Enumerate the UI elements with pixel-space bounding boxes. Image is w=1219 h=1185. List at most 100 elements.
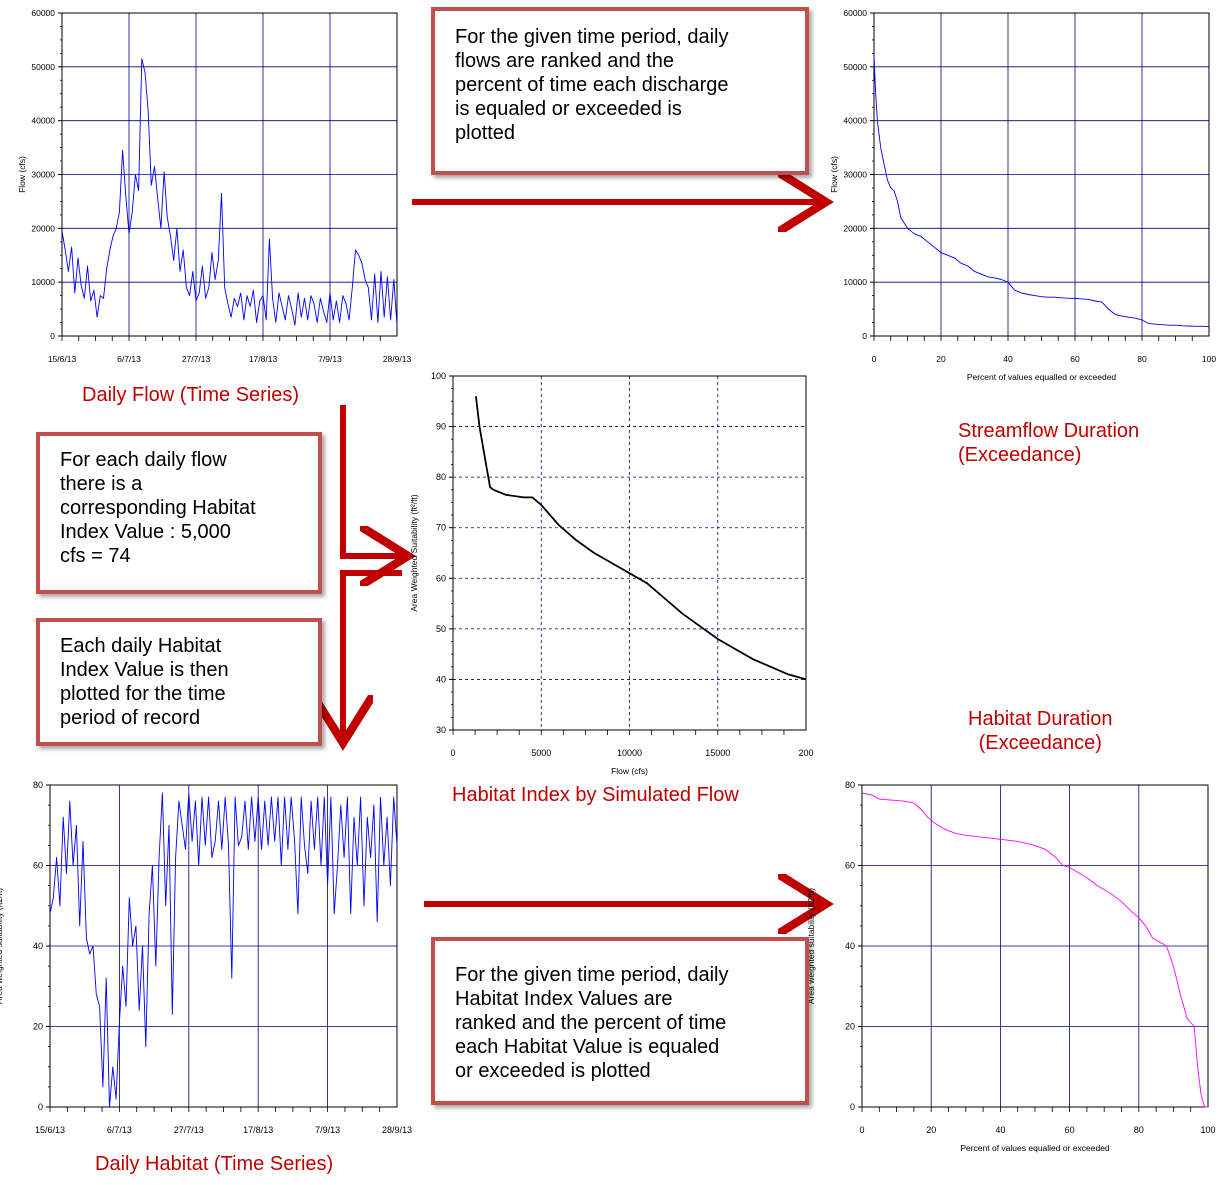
- x-tick-label: 6/7/13: [107, 1125, 132, 1135]
- x-tick-label: 5000: [531, 748, 551, 758]
- x-tick-label: 7/9/13: [318, 354, 342, 364]
- y-tick-label: 60: [845, 861, 855, 871]
- y-tick-label: 50000: [31, 62, 55, 72]
- x-tick-label: 0: [450, 748, 455, 758]
- y-tick-label: 30000: [31, 170, 55, 180]
- y-tick-label: 0: [862, 331, 867, 341]
- caption-habitat-duration: Habitat Duration (Exceedance): [968, 707, 1113, 755]
- y-tick-label: 40000: [31, 116, 55, 126]
- series-line: [475, 396, 807, 681]
- x-tick-label: 0: [859, 1125, 864, 1135]
- callout-line: or exceeded is plotted: [455, 1060, 651, 1082]
- caption-daily-habitat: Daily Habitat (Time Series): [95, 1153, 334, 1175]
- y-axis-label: Flow (cfs): [17, 156, 27, 193]
- callout-line: flows are ranked and the: [455, 50, 675, 72]
- callout-line: is equaled or exceeded is: [455, 98, 682, 120]
- y-tick-label: 20000: [843, 223, 867, 233]
- callout-line: For the given time period, daily: [455, 964, 729, 986]
- caption-streamflow-duration: Streamflow Duration (Exceedance): [958, 419, 1139, 467]
- y-axis-label: Area weighted suitability (ft2/ft): [806, 888, 816, 1004]
- caption-line: Streamflow Duration: [958, 420, 1140, 442]
- plot-frame: [452, 375, 807, 731]
- callout-line: Index Value : 5,000: [60, 521, 231, 543]
- x-tick-label: 15/6/13: [48, 354, 77, 364]
- plot-frame: [61, 12, 398, 337]
- callout-line: For the given time period, daily: [455, 26, 729, 48]
- x-tick-label: 15000: [705, 748, 730, 758]
- callout-line: corresponding Habitat: [60, 497, 256, 519]
- caption-daily-flow: Daily Flow (Time Series): [82, 384, 300, 406]
- callout-line: each Habitat Value is equaled: [455, 1036, 720, 1058]
- y-tick-label: 40: [33, 941, 43, 951]
- x-tick-label: 100: [1202, 354, 1216, 364]
- x-tick-label: 60: [1070, 354, 1080, 364]
- x-tick-label: 200: [798, 748, 813, 758]
- series-line: [49, 792, 398, 1108]
- caption-line: Habitat Duration: [968, 708, 1113, 730]
- x-axis-label: Percent of values equalled or exceeded: [967, 372, 1117, 382]
- x-tick-label: 27/7/13: [182, 354, 211, 364]
- chart-daily-habitat: 0 20 40 60 80 15/6/13 6/7/13 27/7/13 17/8/13 7/9/…: [0, 780, 412, 1135]
- callout-line: Index Value is then: [60, 659, 229, 681]
- arrow-to-habitat-index: [340, 405, 402, 556]
- callout-line: ranked and the percent of time: [455, 1012, 727, 1034]
- chart-daily-flow: 0 10000 20000 30000 40000 50000 60000 15/6/13 6/…: [17, 8, 411, 364]
- y-tick-label: 100: [431, 371, 446, 381]
- callout-line: For each daily flow: [60, 449, 227, 471]
- chart-habitat-duration: 0 20 40 60 80 0 20 40 60 80 100 Area weighted suita…: [806, 780, 1216, 1153]
- y-tick-label: 10000: [843, 277, 867, 287]
- x-tick-label: 20: [926, 1125, 936, 1135]
- y-tick-label: 60000: [31, 8, 55, 18]
- y-axis-label: Flow (cfs): [829, 156, 839, 193]
- callout-line: there is a: [60, 473, 143, 495]
- y-tick-label: 0: [50, 331, 55, 341]
- x-tick-label: 28/9/13: [383, 354, 412, 364]
- y-tick-label: 10000: [31, 277, 55, 287]
- y-tick-label: 80: [33, 780, 43, 790]
- y-tick-label: 90: [436, 422, 446, 432]
- y-tick-label: 50000: [843, 62, 867, 72]
- y-tick-label: 60: [33, 861, 43, 871]
- callout-line: Each daily Habitat: [60, 635, 222, 657]
- chart-habitat-index: 30 40 50 60 70 80 90 100 0 5000 10000 15000 200 Area …: [409, 371, 814, 776]
- y-tick-label: 0: [850, 1102, 855, 1112]
- callout-line: cfs = 74: [60, 545, 131, 567]
- y-tick-label: 70: [436, 523, 446, 533]
- x-tick-label: 20: [936, 354, 946, 364]
- x-tick-label: 15/6/13: [35, 1125, 65, 1135]
- callout-line: plotted for the time: [60, 683, 226, 705]
- y-tick-label: 20: [845, 1022, 855, 1032]
- callout-line: period of record: [60, 707, 201, 729]
- x-axis-label: Flow (cfs): [611, 766, 648, 776]
- x-tick-label: 6/7/13: [117, 354, 141, 364]
- callout-line: plotted: [455, 122, 516, 144]
- x-tick-label: 0: [872, 354, 877, 364]
- y-axis-label: Area weighted suitability (ft2/ft): [0, 888, 4, 1004]
- y-tick-label: 30000: [843, 170, 867, 180]
- x-tick-label: 40: [995, 1125, 1005, 1135]
- x-tick-label: 28/9/13: [382, 1125, 412, 1135]
- x-tick-label: 60: [1065, 1125, 1075, 1135]
- y-tick-label: 30: [436, 725, 446, 735]
- y-axis-label: Area Weighted Suitability (ft²/ft): [409, 494, 419, 612]
- series-line: [873, 56, 1210, 328]
- x-tick-label: 10000: [617, 748, 642, 758]
- x-axis-label: Percent of values equalled or exceeded: [960, 1143, 1110, 1153]
- callout-habitat-lookup: For each daily flow there is a correspon…: [36, 432, 322, 594]
- x-tick-label: 40: [1003, 354, 1013, 364]
- plot-frame: [49, 784, 398, 1108]
- y-tick-label: 50: [436, 624, 446, 634]
- y-tick-label: 0: [38, 1102, 43, 1112]
- x-tick-label: 80: [1134, 1125, 1144, 1135]
- caption-line: (Exceedance): [978, 732, 1102, 754]
- caption-habitat-index: Habitat Index by Simulated Flow: [452, 784, 739, 806]
- y-tick-label: 20: [33, 1022, 43, 1032]
- arrow-to-daily-habitat: [343, 570, 402, 737]
- plot-frame: [873, 12, 1210, 337]
- series-line: [861, 792, 1208, 1108]
- y-tick-label: 40: [845, 941, 855, 951]
- x-tick-label: 80: [1137, 354, 1147, 364]
- y-tick-label: 40000: [843, 116, 867, 126]
